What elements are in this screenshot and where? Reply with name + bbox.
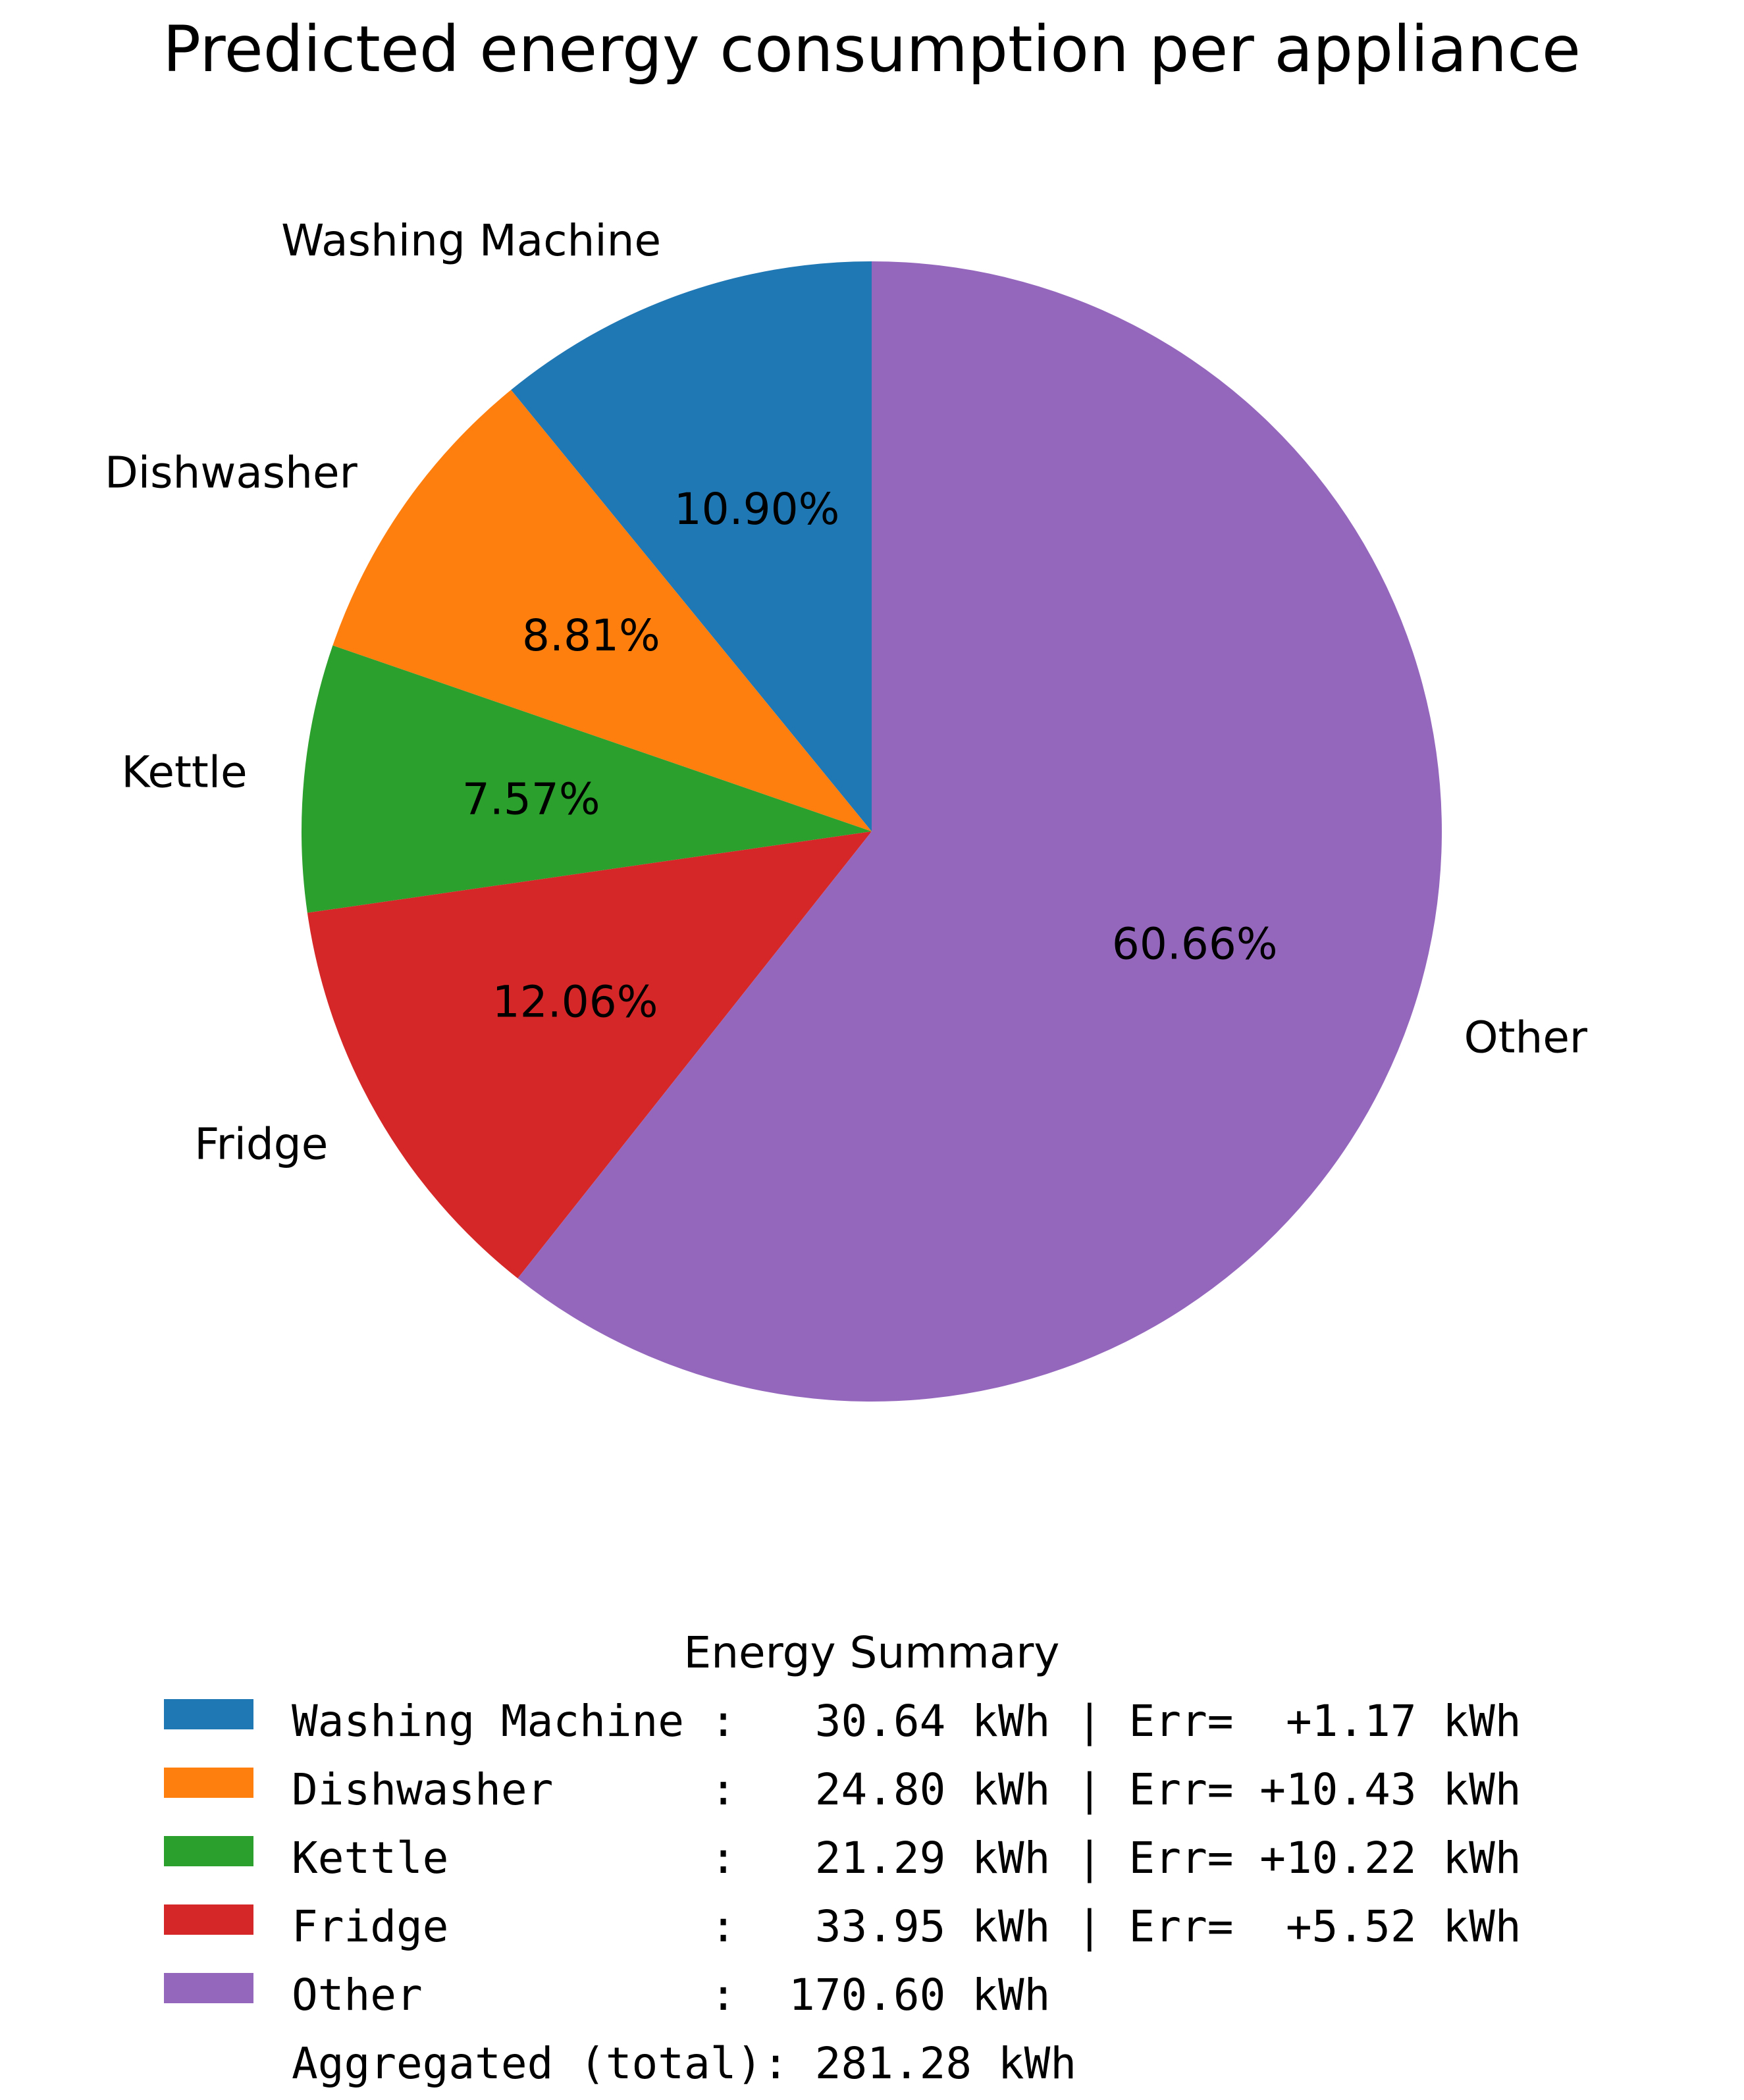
- slice-label-fridge: Fridge: [194, 1119, 328, 1170]
- percent-label-washing-machine: 10.90%: [674, 484, 840, 535]
- legend-total: Aggregated (total): 281.28 kWh: [292, 2038, 1076, 2089]
- legend-entry-kettle: Kettle : 21.29 kWh | Err= +10.22 kWh: [292, 1833, 1521, 1883]
- pie-slice-washing-machine: [511, 261, 872, 831]
- legend-title: Energy Summary: [684, 1627, 1060, 1678]
- slice-label-dishwasher: Dishwasher: [105, 447, 358, 498]
- slice-label-other: Other: [1464, 1012, 1588, 1063]
- percent-label-dishwasher: 8.81%: [522, 610, 660, 661]
- pie-slices: [302, 261, 1442, 1402]
- legend-entry-other: Other : 170.60 kWh: [292, 1970, 1050, 2020]
- legend-swatch-fridge: [164, 1904, 253, 1935]
- percent-label-fridge: 12.06%: [492, 977, 658, 1028]
- chart-title: Predicted energy consumption per applian…: [163, 13, 1581, 86]
- pie-slice-other: [517, 261, 1442, 1402]
- slice-label-washing-machine: Washing Machine: [281, 215, 661, 266]
- legend-swatch-washing-machine: [164, 1699, 253, 1729]
- pie-slice-fridge: [307, 831, 872, 1278]
- legend-entry-dishwasher: Dishwasher : 24.80 kWh | Err= +10.43 kWh: [292, 1764, 1521, 1815]
- percent-label-other: 60.66%: [1112, 918, 1278, 969]
- legend-swatch-other: [164, 1973, 253, 2003]
- legend-swatch-kettle: [164, 1836, 253, 1866]
- pie-slice-kettle: [302, 645, 872, 913]
- legend-entry-fridge: Fridge : 33.95 kWh | Err= +5.52 kWh: [292, 1901, 1521, 1952]
- legend-swatch-dishwasher: [164, 1768, 253, 1798]
- pie-labels: 10.90% Washing Machine 8.81% Dishwasher 7.57…: [105, 215, 1588, 1169]
- legend: Energy Summary Washing Machine : 30.64 k…: [164, 1627, 1521, 2089]
- legend-entry-washing-machine: Washing Machine : 30.64 kWh | Err= +1.17…: [292, 1696, 1521, 1746]
- percent-label-kettle: 7.57%: [462, 774, 600, 824]
- slice-label-kettle: Kettle: [121, 747, 247, 798]
- pie-slice-dishwasher: [332, 390, 872, 831]
